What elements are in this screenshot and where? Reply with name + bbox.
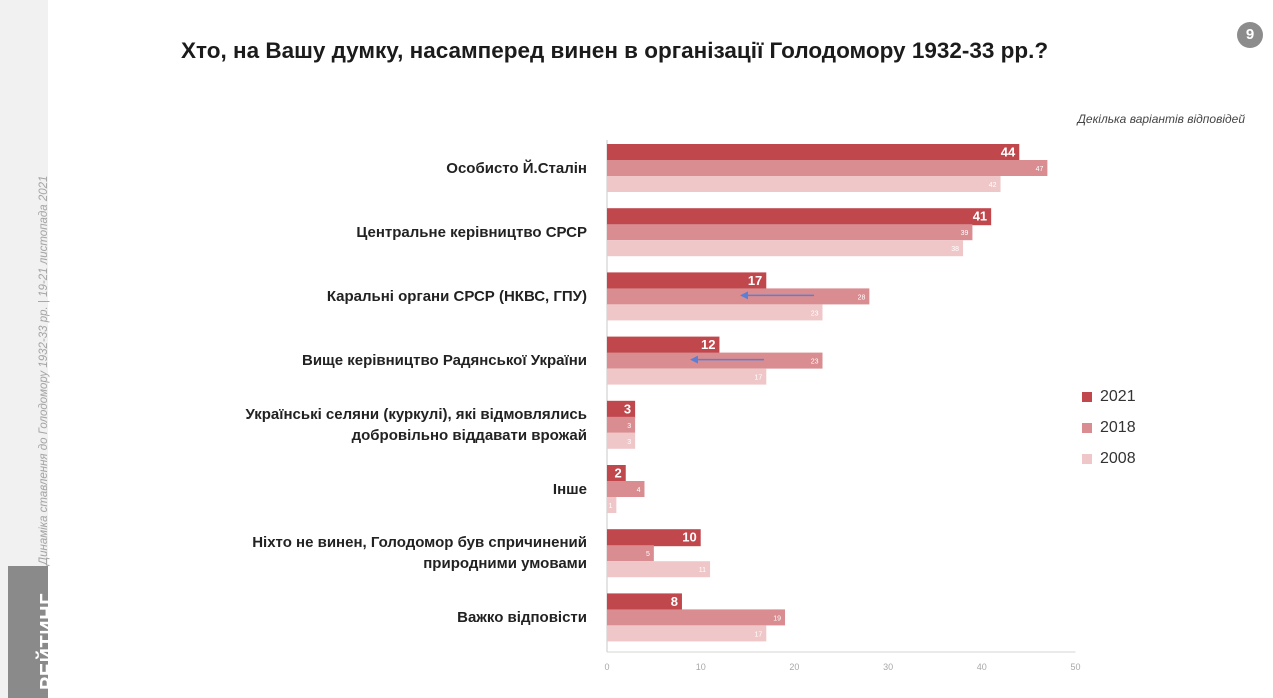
- legend-item: 2021: [1082, 386, 1136, 408]
- bar-2021: [607, 400, 636, 418]
- bar-2018: [607, 160, 1048, 176]
- bar-2021: [607, 336, 720, 354]
- bar-2018: [607, 224, 973, 241]
- category-label: Центральне керівництво СРСР: [356, 223, 587, 241]
- bar-value-label: 44: [1001, 145, 1016, 160]
- bar-value-label: 47: [1036, 166, 1044, 173]
- legend-label: 2018: [1100, 419, 1136, 436]
- x-tick-label: 50: [1070, 662, 1080, 672]
- x-tick-label: 30: [883, 662, 893, 672]
- bar-2008: [607, 561, 711, 578]
- bar-value-label: 8: [671, 594, 678, 609]
- bar-value-label: 19: [773, 615, 781, 622]
- bar-2008: [607, 304, 823, 321]
- bar-2008: [607, 432, 636, 449]
- bar-2008: [607, 497, 617, 513]
- legend-swatch: [1082, 392, 1092, 402]
- legend-swatch: [1082, 423, 1092, 433]
- bar-value-label: 23: [811, 359, 819, 366]
- bar-value-label: 41: [973, 209, 987, 224]
- bar-value-label: 38: [951, 246, 959, 253]
- sidebar: Динаміка ставлення до Голодомору 1932-33…: [0, 0, 59, 698]
- category-label: Ніхто не винен, Голодомор був спричинени…: [252, 534, 587, 573]
- annotation-arrow: [690, 355, 764, 364]
- category-label: Вище керівництво Радянської України: [302, 352, 587, 370]
- category-label: Українські селяни (куркулі), які відмовл…: [245, 405, 587, 444]
- bar-2008: [607, 625, 767, 642]
- brand-box: [8, 566, 48, 698]
- bar-2021: [607, 272, 767, 290]
- bar-value-label: 39: [961, 230, 969, 237]
- bar-2018: [607, 609, 786, 626]
- legend-item: 2018: [1082, 417, 1136, 439]
- legend-swatch: [1082, 454, 1092, 464]
- bar-value-label: 28: [858, 294, 866, 301]
- bar-value-label: 4: [637, 487, 641, 494]
- bar-value-label: 3: [627, 439, 631, 446]
- category-label: Інше: [552, 480, 587, 498]
- bar-2018: [607, 352, 823, 369]
- bar-2021: [607, 208, 992, 226]
- bar-2021: [607, 144, 1020, 161]
- page-number-badge: 9: [1237, 22, 1263, 48]
- chart-legend: 2021 2018 2008: [1082, 386, 1136, 479]
- legend-item: 2008: [1082, 448, 1136, 470]
- bar-2008: [607, 240, 964, 257]
- bar-2008: [607, 176, 1001, 192]
- category-label: Особисто Й.Сталін: [446, 159, 587, 177]
- bar-2018: [607, 288, 870, 305]
- bar-2018: [607, 545, 654, 562]
- category-label: Каральні органи СРСР (НКВС, ГПУ): [326, 287, 587, 305]
- bar-value-label: 12: [701, 337, 715, 352]
- x-tick-label: 20: [789, 662, 799, 672]
- bar-value-label: 3: [624, 401, 631, 416]
- bar-2021: [607, 593, 682, 611]
- legend-label: 2008: [1100, 450, 1136, 467]
- bar-value-label: 3: [627, 423, 631, 430]
- bar-value-label: 17: [748, 273, 762, 288]
- bar-2021: [607, 529, 701, 547]
- bar-value-label: 5: [646, 551, 650, 558]
- annotation-arrow: [740, 291, 814, 300]
- multiple-answers-note: Декілька варіантів відповідей: [1077, 112, 1245, 126]
- x-tick-label: 40: [977, 662, 987, 672]
- bar-2018: [607, 481, 645, 497]
- bar-value-label: 1: [608, 503, 612, 510]
- bar-value-label: 17: [754, 375, 762, 382]
- legend-label: 2021: [1100, 388, 1136, 405]
- bar-value-label: 42: [989, 182, 997, 189]
- bar-2008: [607, 368, 767, 385]
- bar-2018: [607, 416, 636, 433]
- x-tick-label: 10: [696, 662, 706, 672]
- chart-title: Хто, на Вашу думку, насамперед винен в о…: [181, 38, 1049, 63]
- bar-value-label: 11: [699, 567, 706, 574]
- bar-value-label: 2: [615, 466, 622, 481]
- bar-value-label: 10: [682, 530, 696, 545]
- bar-value-label: 23: [811, 310, 819, 317]
- category-label: Важко відповісти: [457, 608, 587, 626]
- bar-2021: [607, 465, 626, 482]
- bar-value-label: 17: [754, 631, 762, 638]
- x-tick-label: 0: [604, 662, 609, 672]
